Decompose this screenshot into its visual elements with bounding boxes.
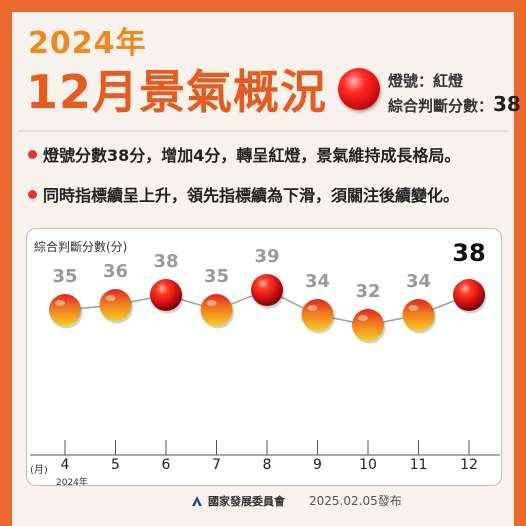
x-tick-label: 12	[460, 457, 478, 473]
score-value: 38	[493, 92, 521, 116]
data-label: 35	[204, 266, 229, 287]
data-point-yellow-red	[49, 294, 81, 326]
page-title: 12月景氣概況	[26, 65, 328, 119]
x-tick-label: 8	[263, 457, 272, 473]
data-point-yellow-red	[99, 289, 132, 321]
y-axis-label: 綜合判斷分數(分)	[34, 240, 128, 254]
bullet-dot-icon	[28, 190, 37, 199]
x-tick-label: 9	[313, 457, 322, 473]
divider	[18, 130, 508, 132]
org-name: 國家發展委員會	[208, 495, 285, 508]
data-label: 38	[452, 239, 485, 267]
year-note: 2024年	[56, 476, 88, 488]
x-tick-label: 7	[212, 457, 221, 473]
data-label: 36	[103, 261, 128, 282]
signal-label: 燈號：紅燈	[388, 72, 464, 90]
x-unit-label: (月)	[30, 464, 48, 476]
ndc-logo-icon	[192, 496, 202, 506]
data-point-red	[453, 279, 485, 311]
data-point-highlight	[358, 315, 368, 321]
data-point-highlight	[307, 305, 318, 311]
x-tick-label: 10	[359, 457, 377, 473]
report-year: 2024年	[28, 26, 147, 61]
data-label: 34	[406, 271, 431, 292]
data-point-red	[251, 274, 283, 306]
bullet-dot-icon	[28, 150, 37, 159]
x-tick-label: 11	[410, 457, 428, 473]
x-tick-label: 5	[111, 457, 120, 473]
data-point-red	[150, 279, 182, 311]
data-point-yellow-red	[402, 299, 435, 331]
data-point-yellow-red	[301, 299, 334, 331]
x-tick-label: 6	[162, 457, 171, 473]
data-point-yellow-red	[200, 294, 233, 326]
footer: 國家發展委員會 2025.02.05發布	[190, 492, 402, 509]
data-point-highlight	[408, 305, 419, 311]
bullet-summary-1: 燈號分數38分，增加4分，轉呈紅燈，景氣維持成長格局。	[28, 142, 460, 166]
red-light-icon	[338, 68, 380, 110]
data-point-highlight	[105, 295, 116, 301]
data-label: 38	[153, 251, 178, 272]
bullet-summary-2: 同時指標續呈上升，領先指標續為下滑，須關注後續變化。	[28, 182, 459, 206]
x-tick-label: 4	[61, 457, 70, 473]
data-point-yellow-red	[352, 309, 384, 341]
bullet-text: 同時指標續呈上升，領先指標續為下滑，須關注後續變化。	[43, 186, 460, 205]
publish-date: 2025.02.05發布	[309, 494, 402, 508]
data-label: 35	[52, 266, 77, 287]
data-label: 39	[254, 246, 279, 267]
bullet-text: 燈號分數38分，增加4分，轉呈紅燈，景氣維持成長格局。	[43, 146, 461, 165]
data-label: 34	[305, 271, 330, 292]
score-label: 綜合判斷分數：	[388, 97, 494, 115]
data-label: 32	[355, 281, 380, 302]
data-point-highlight	[206, 300, 217, 306]
chart-panel	[26, 228, 502, 486]
score-line: 綜合判斷分數：38	[388, 92, 521, 116]
data-point-highlight	[55, 300, 65, 306]
